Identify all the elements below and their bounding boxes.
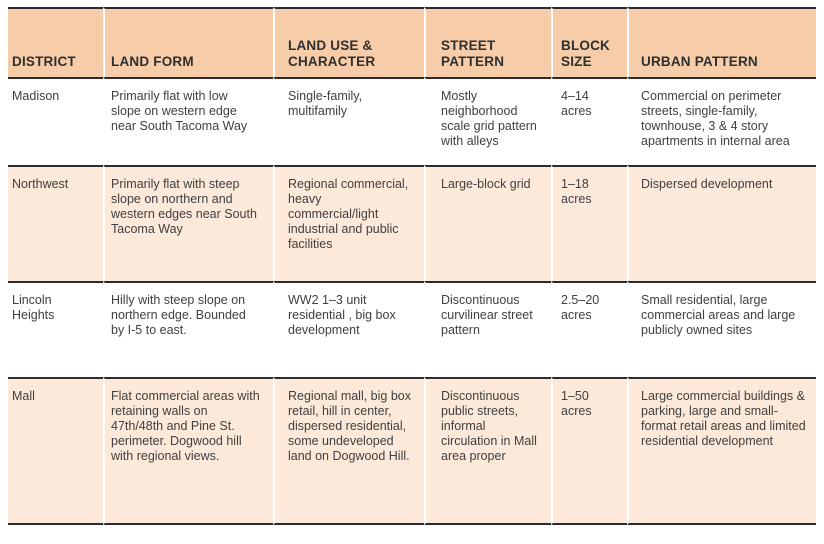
cell-urban-pattern: Commercial on perimeter streets, single-… [627, 77, 816, 165]
cell-urban-pattern: Dispersed development [627, 165, 816, 281]
table-row-mall: Mall Flat commercial areas with retainin… [8, 377, 816, 525]
cell-block-size: 2.5–20 acres [551, 281, 627, 377]
cell-land-use-character: Regional commercial, heavy commercial/li… [273, 165, 424, 281]
cell-district: Madison [8, 77, 103, 165]
cell-land-form: Flat commercial areas with retaining wal… [103, 377, 273, 525]
column-header-block-size: BLOCK SIZE [551, 7, 627, 77]
column-header-urban-pattern: URBAN PATTERN [627, 7, 816, 77]
cell-urban-pattern: Large commercial buildings & parking, la… [627, 377, 816, 525]
table-row-lincoln-heights: Lincoln Heights Hilly with steep slope o… [8, 281, 816, 377]
table-row-northwest: Northwest Primarily flat with steep slop… [8, 165, 816, 281]
cell-street-pattern: Discontinuous curvilinear street pattern [424, 281, 551, 377]
cell-land-use-character: Regional mall, big box retail, hill in c… [273, 377, 424, 525]
cell-block-size: 1–18 acres [551, 165, 627, 281]
cell-land-form: Primarily flat with steep slope on north… [103, 165, 273, 281]
cell-land-use-character: WW2 1–3 unit residential , big box devel… [273, 281, 424, 377]
cell-urban-pattern: Small residential, large commercial area… [627, 281, 816, 377]
cell-block-size: 1–50 acres [551, 377, 627, 525]
table-row-madison: Madison Primarily flat with low slope on… [8, 77, 816, 165]
column-header-land-use-character: LAND USE & CHARACTER [273, 7, 424, 77]
cell-street-pattern: Large-block grid [424, 165, 551, 281]
cell-land-form: Primarily flat with low slope on western… [103, 77, 273, 165]
cell-district: Mall [8, 377, 103, 525]
cell-land-form: Hilly with steep slope on northern edge.… [103, 281, 273, 377]
cell-district: Northwest [8, 165, 103, 281]
district-comparison-table: DISTRICT LAND FORM LAND USE & CHARACTER … [8, 7, 816, 525]
cell-land-use-character: Single-family, multifamily [273, 77, 424, 165]
column-header-street-pattern: STREET PATTERN [424, 7, 551, 77]
cell-street-pattern: Discontinuous public streets, informal c… [424, 377, 551, 525]
table-header-row: DISTRICT LAND FORM LAND USE & CHARACTER … [8, 7, 816, 77]
cell-block-size: 4–14 acres [551, 77, 627, 165]
cell-street-pattern: Mostly neighborhood scale grid pattern w… [424, 77, 551, 165]
column-header-district: DISTRICT [8, 7, 103, 77]
cell-district: Lincoln Heights [8, 281, 103, 377]
column-header-land-form: LAND FORM [103, 7, 273, 77]
